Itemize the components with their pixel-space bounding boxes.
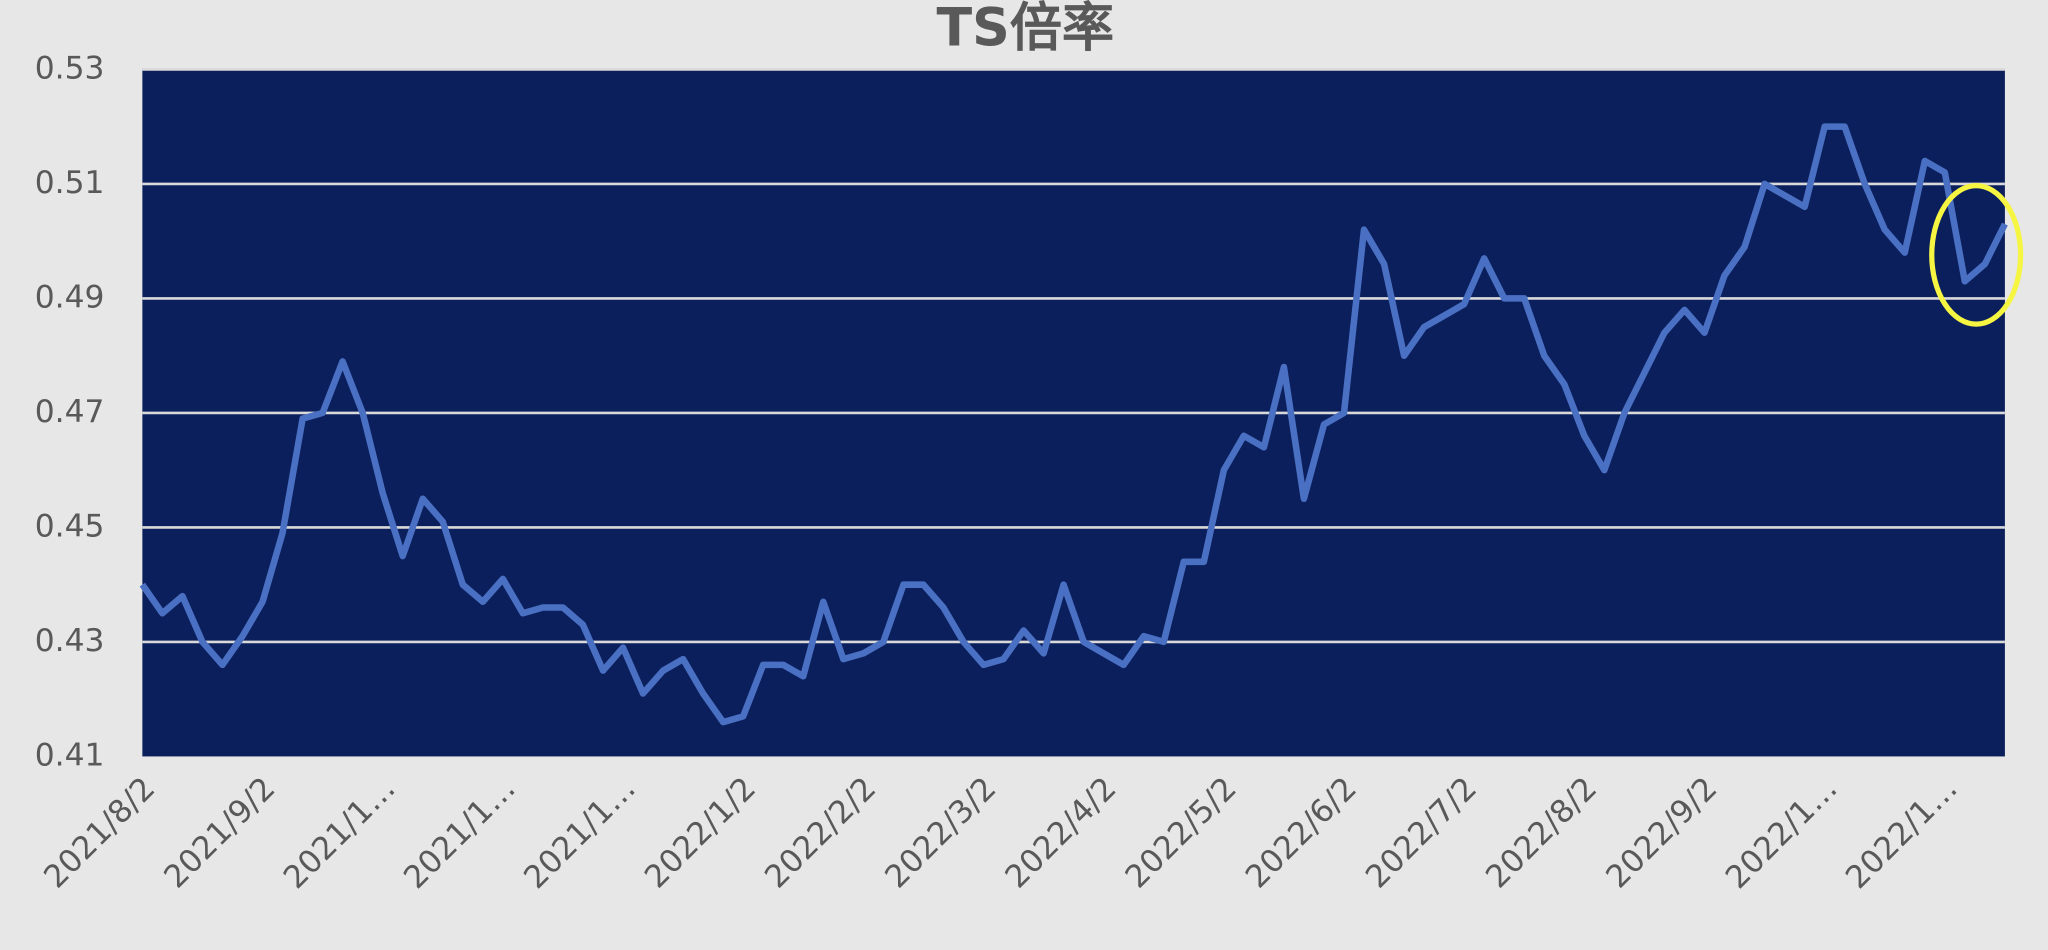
highlight-circle: [1929, 183, 2024, 327]
y-tick-label: 0.53: [35, 50, 105, 86]
data-line: [139, 123, 2008, 726]
y-tick-label: 0.49: [35, 279, 105, 315]
chart-title: TS倍率: [936, 0, 1114, 59]
y-tick-label: 0.41: [35, 737, 105, 773]
y-tick-label: 0.43: [35, 623, 105, 659]
y-tick-label: 0.45: [35, 508, 105, 544]
y-tick-label: 0.51: [35, 165, 105, 201]
y-tick-label: 0.47: [35, 394, 105, 430]
